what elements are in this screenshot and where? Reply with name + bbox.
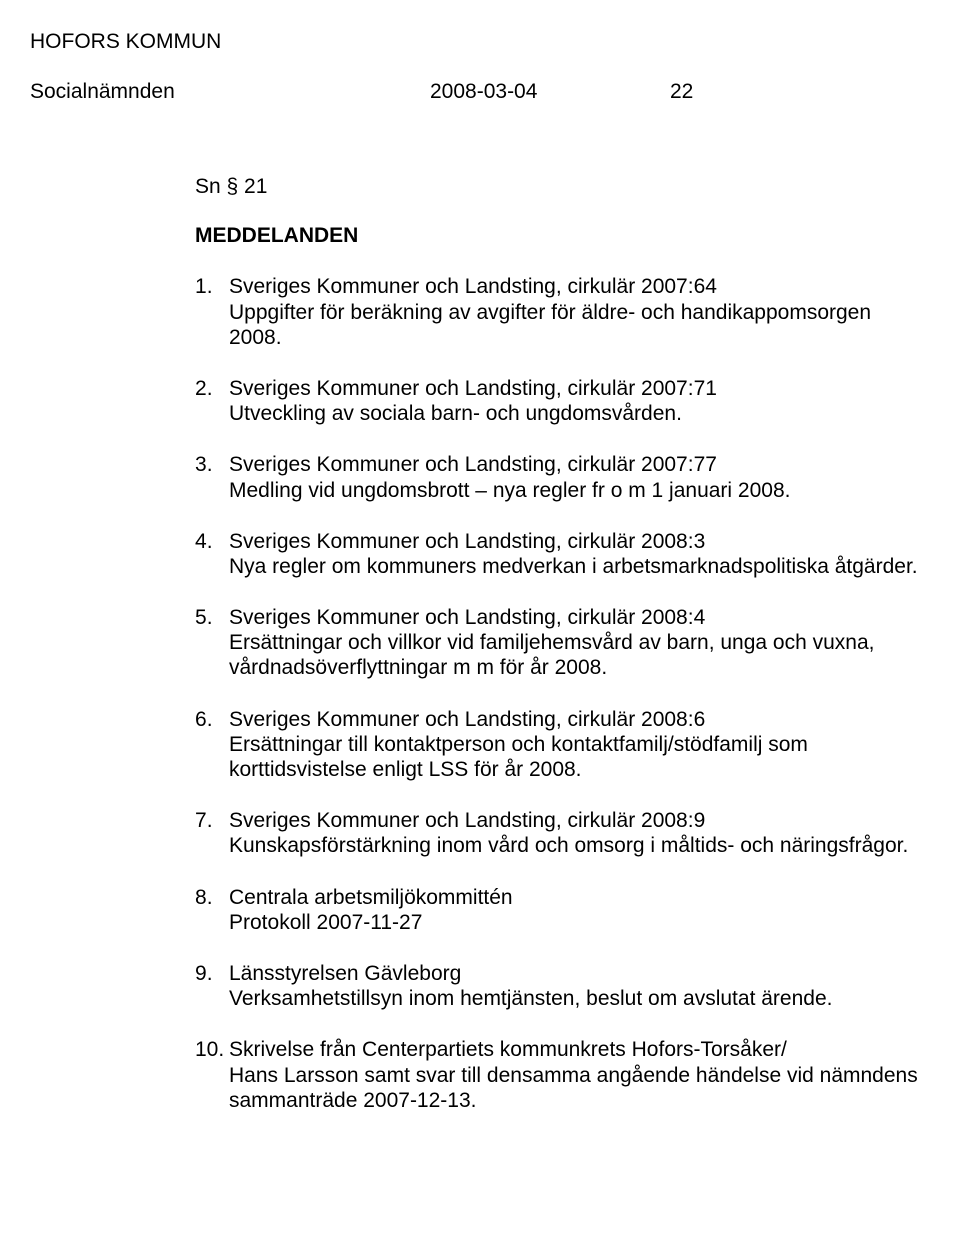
header-organization: HOFORS KOMMUN <box>30 30 930 54</box>
item-body: Verksamhetstillsyn inom hemtjänsten, bes… <box>229 986 920 1011</box>
item-body: Medling vid ungdomsbrott – nya regler fr… <box>229 478 920 503</box>
list-item: Sveriges Kommuner och Landsting, cirkulä… <box>195 376 920 426</box>
list-item: Sveriges Kommuner och Landsting, cirkulä… <box>195 529 920 579</box>
item-body: Protokoll 2007-11-27 <box>229 910 920 935</box>
header-page-number: 22 <box>670 80 750 104</box>
item-body: Ersättningar och villkor vid familjehems… <box>229 630 920 680</box>
item-head: Länsstyrelsen Gävleborg <box>229 961 920 986</box>
header-date: 2008-03-04 <box>430 80 670 104</box>
item-body: Uppgifter för beräkning av avgifter för … <box>229 300 920 350</box>
item-body: Hans Larsson samt svar till densamma ang… <box>229 1063 920 1113</box>
item-body: Ersättningar till kontaktperson och kont… <box>229 732 920 782</box>
item-body: Kunskapsförstärkning inom vård och omsor… <box>229 833 920 858</box>
list-item: Sveriges Kommuner och Landsting, cirkulä… <box>195 605 920 681</box>
item-head: Skrivelse från Centerpartiets kommunkret… <box>229 1037 920 1062</box>
header-committee: Socialnämnden <box>30 80 430 104</box>
section-code: Sn § 21 <box>195 174 920 199</box>
item-head: Sveriges Kommuner och Landsting, cirkulä… <box>229 808 920 833</box>
list-item: Länsstyrelsen Gävleborg Verksamhetstills… <box>195 961 920 1011</box>
document-body: Sn § 21 MEDDELANDEN Sveriges Kommuner oc… <box>195 174 920 1113</box>
header-row: Socialnämnden 2008-03-04 22 <box>30 80 930 104</box>
list-item: Sveriges Kommuner och Landsting, cirkulä… <box>195 452 920 502</box>
item-head: Centrala arbetsmiljökommittén <box>229 885 920 910</box>
item-head: Sveriges Kommuner och Landsting, cirkulä… <box>229 452 920 477</box>
list-item: Sveriges Kommuner och Landsting, cirkulä… <box>195 808 920 858</box>
item-head: Sveriges Kommuner och Landsting, cirkulä… <box>229 376 920 401</box>
list-item: Sveriges Kommuner och Landsting, cirkulä… <box>195 707 920 783</box>
list-item: Centrala arbetsmiljökommittén Protokoll … <box>195 885 920 935</box>
list-item: Sveriges Kommuner och Landsting, cirkulä… <box>195 274 920 350</box>
list-item: Skrivelse från Centerpartiets kommunkret… <box>195 1037 920 1113</box>
notice-list: Sveriges Kommuner och Landsting, cirkulä… <box>195 274 920 1113</box>
item-head: Sveriges Kommuner och Landsting, cirkulä… <box>229 274 920 299</box>
section-title: MEDDELANDEN <box>195 223 920 248</box>
item-head: Sveriges Kommuner och Landsting, cirkulä… <box>229 605 920 630</box>
item-body: Utveckling av sociala barn- och ungdomsv… <box>229 401 920 426</box>
item-head: Sveriges Kommuner och Landsting, cirkulä… <box>229 707 920 732</box>
document-page: HOFORS KOMMUN Socialnämnden 2008-03-04 2… <box>0 0 960 1254</box>
item-head: Sveriges Kommuner och Landsting, cirkulä… <box>229 529 920 554</box>
item-body: Nya regler om kommuners medverkan i arbe… <box>229 554 920 579</box>
